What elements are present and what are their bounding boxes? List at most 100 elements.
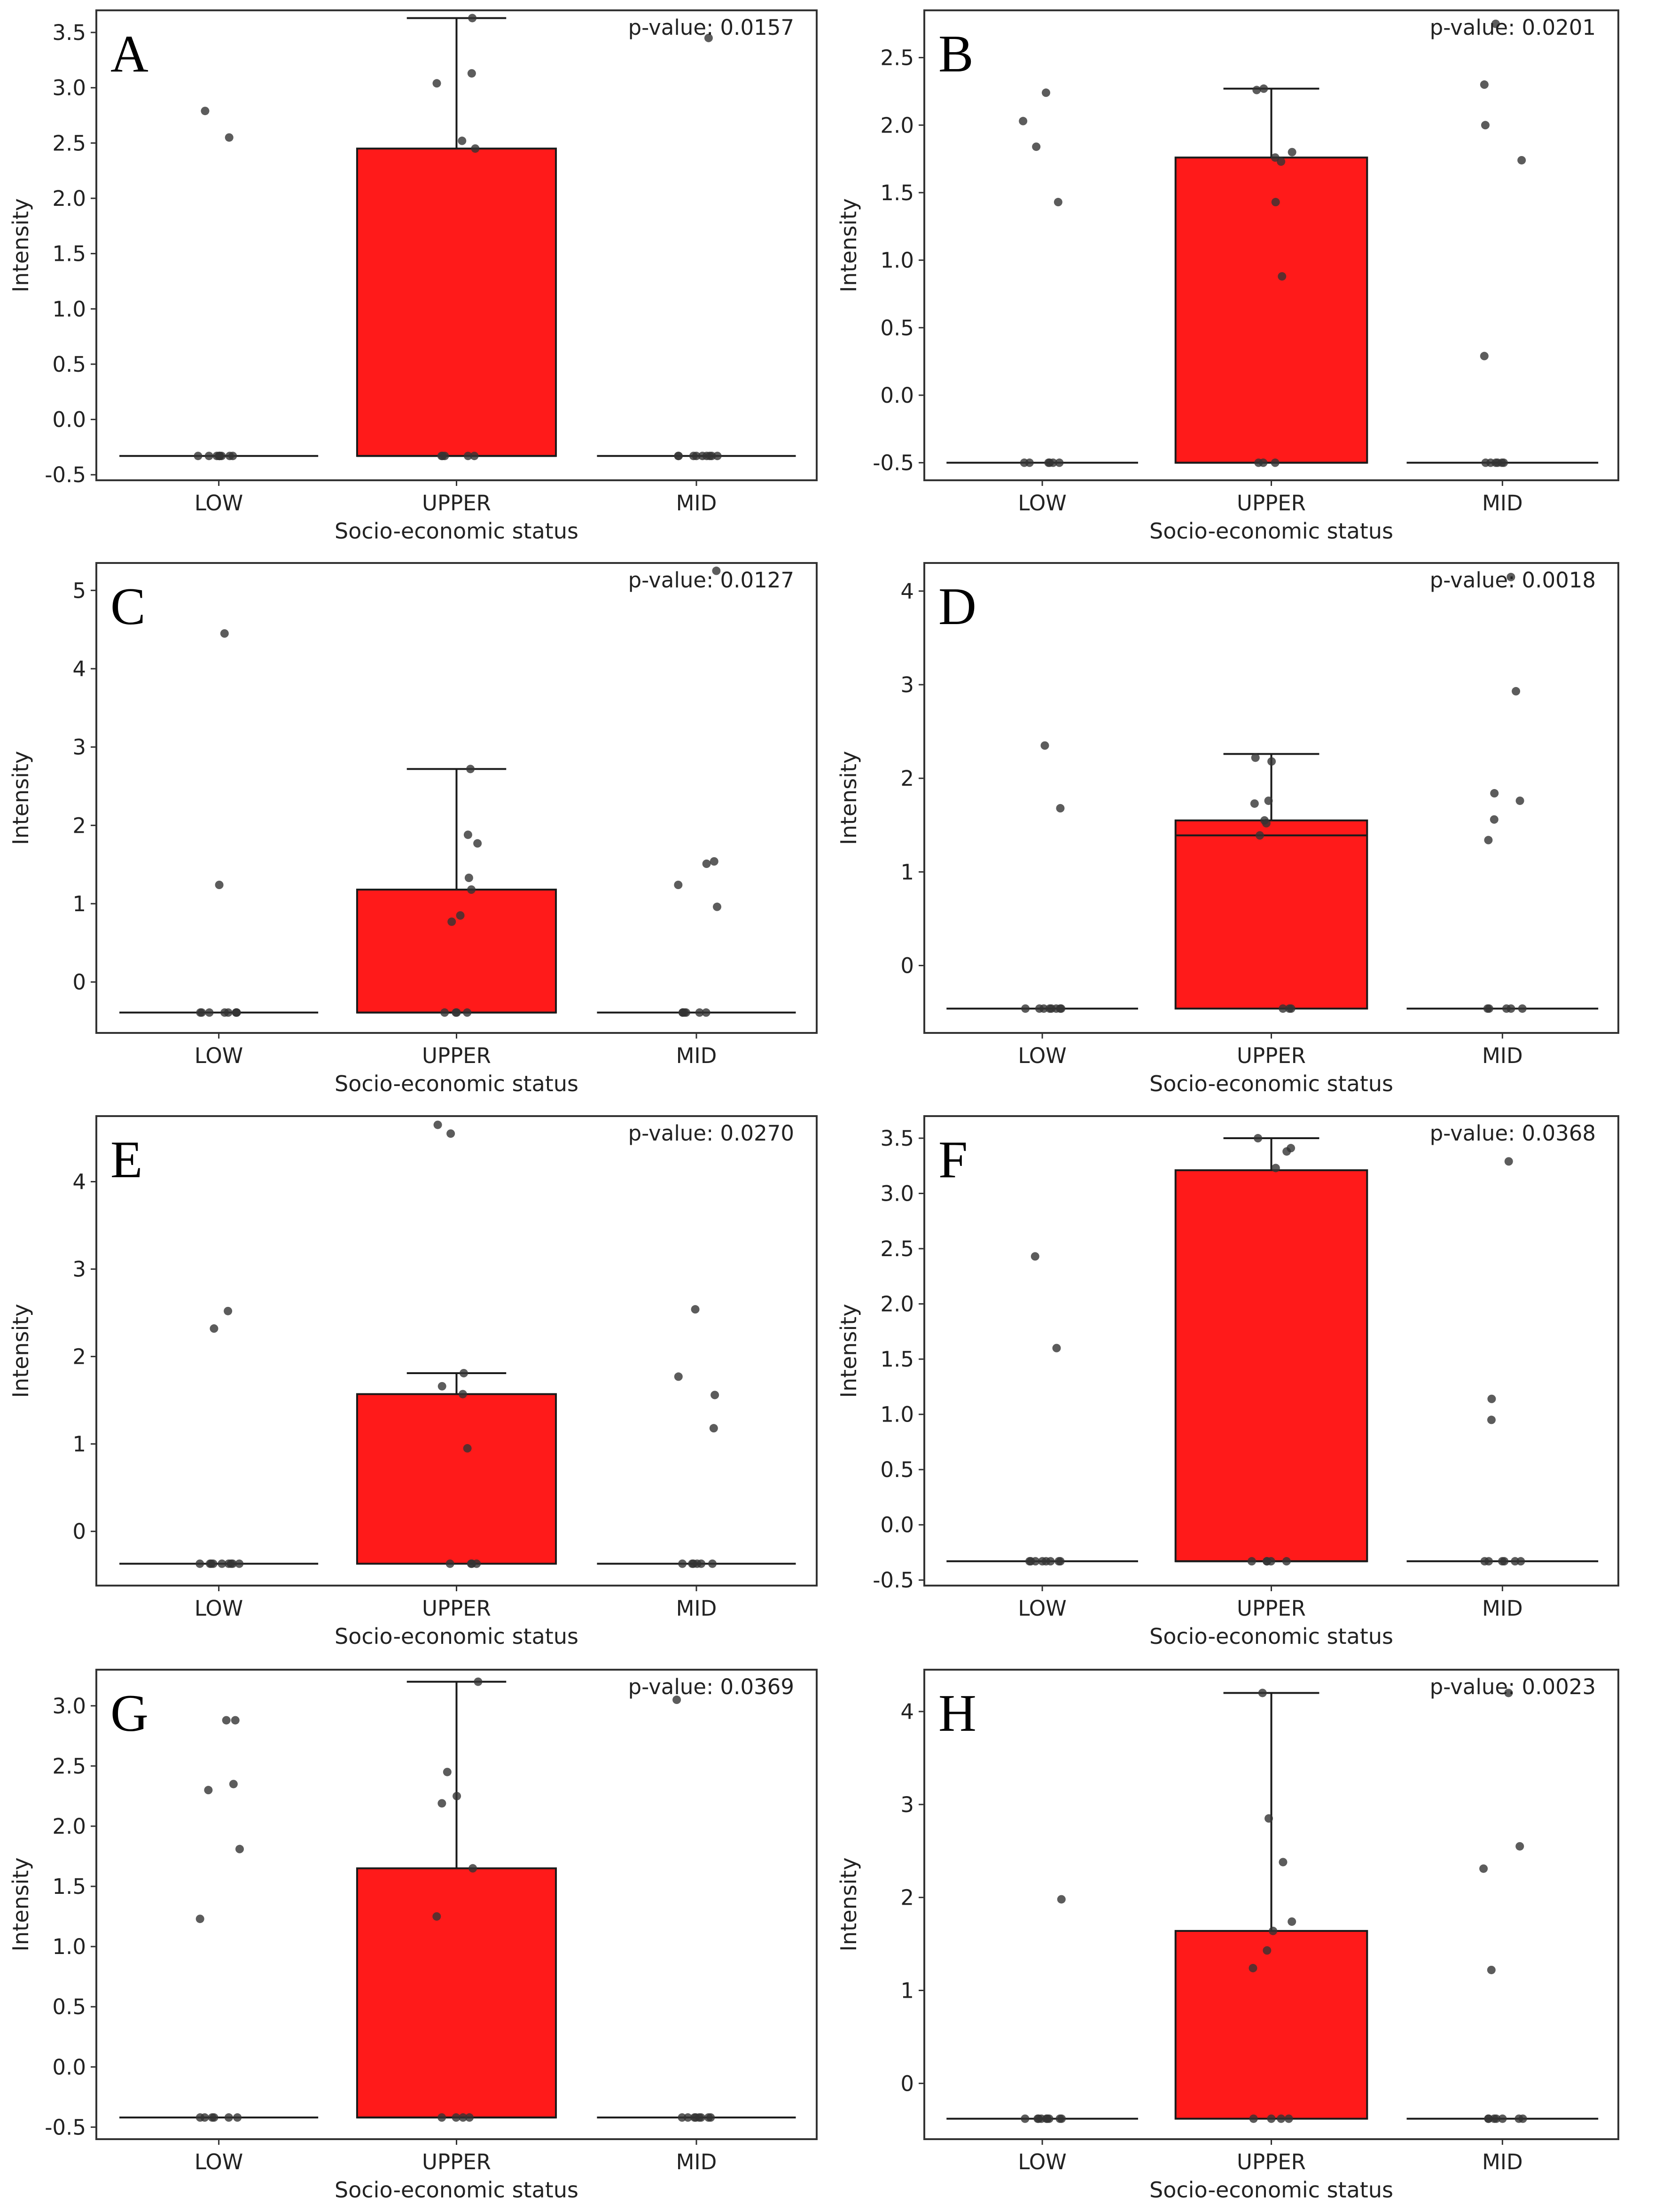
panel-a: -0.5 0.0 0.5 1.0 1.5 2.0 2.5 3.0 3.5 LOW UPPER MID S… bbox=[8, 9, 818, 544]
y-tick-label: 2 bbox=[72, 813, 86, 838]
data-point-low bbox=[1055, 458, 1064, 467]
data-point-mid bbox=[1480, 80, 1489, 89]
data-point-mid bbox=[1518, 2114, 1527, 2123]
x-axis-title: Socio-economic status bbox=[1149, 2177, 1393, 2203]
data-point-mid bbox=[1484, 1557, 1493, 1566]
data-point-mid bbox=[708, 1559, 717, 1568]
p-value-annotation: p-value: 0.0157 bbox=[628, 15, 794, 40]
y-tick-label: 3.5 bbox=[880, 1126, 914, 1151]
data-point-upper bbox=[437, 1799, 446, 1808]
data-point-mid bbox=[678, 2113, 687, 2122]
data-point-upper bbox=[464, 874, 473, 882]
panel-e: 0 1 2 3 4 LOW UPPER MID Socio-economic status Int… bbox=[8, 1115, 818, 1649]
data-point-mid bbox=[681, 1008, 690, 1017]
data-point-mid bbox=[1490, 815, 1499, 824]
data-point-upper bbox=[1277, 157, 1286, 166]
data-point-mid bbox=[1490, 789, 1499, 798]
y-tick-label: 0 bbox=[72, 1519, 86, 1544]
data-point-upper bbox=[1262, 819, 1271, 828]
data-point-upper bbox=[1271, 198, 1280, 207]
x-tick-label-low: LOW bbox=[195, 1043, 243, 1068]
y-tick-label: 2.5 bbox=[52, 1754, 86, 1779]
x-tick-label-mid: MID bbox=[1482, 1043, 1523, 1068]
box-upper bbox=[1174, 1692, 1368, 2120]
data-point-upper bbox=[1256, 831, 1265, 840]
y-tick-label: 3.0 bbox=[52, 1694, 86, 1719]
x-tick-label-upper: UPPER bbox=[422, 1043, 491, 1068]
data-point-low bbox=[1035, 1004, 1044, 1013]
data-point-low bbox=[1040, 741, 1049, 750]
y-tick-label: 2.0 bbox=[52, 186, 86, 211]
data-point-upper bbox=[467, 69, 476, 78]
panel-letter: B bbox=[938, 25, 974, 83]
y-axis-title: Intensity bbox=[836, 198, 861, 292]
y-tick-label: 0 bbox=[900, 954, 914, 978]
panel-g: -0.5 0.0 0.5 1.0 1.5 2.0 2.5 3.0 LOW UPPER MID Soci… bbox=[8, 1669, 818, 2203]
y-axis-title: Intensity bbox=[8, 751, 33, 845]
data-point-mid bbox=[1517, 156, 1526, 164]
p-value-annotation: p-value: 0.0369 bbox=[628, 1674, 794, 1699]
data-point-upper bbox=[453, 1791, 461, 1800]
data-point-mid bbox=[674, 452, 683, 461]
data-point-low bbox=[1026, 1557, 1035, 1566]
x-tick-label-mid: MID bbox=[1482, 491, 1523, 516]
box-upper bbox=[356, 768, 557, 1014]
data-point-low bbox=[1055, 2114, 1064, 2123]
data-point-upper bbox=[446, 1129, 455, 1138]
y-tick-label: 2 bbox=[72, 1344, 86, 1369]
data-point-mid bbox=[702, 452, 711, 461]
x-tick-label-low: LOW bbox=[195, 491, 243, 516]
data-point-mid bbox=[702, 1008, 710, 1017]
data-point-mid bbox=[704, 33, 713, 42]
y-tick-label: 2.0 bbox=[880, 113, 914, 138]
data-point-mid bbox=[674, 881, 683, 889]
y-tick-label: 3 bbox=[72, 1257, 86, 1282]
data-point-upper bbox=[463, 452, 472, 461]
y-tick-label: 1.0 bbox=[52, 1934, 86, 1959]
data-point-upper bbox=[1269, 1926, 1278, 1935]
data-point-mid bbox=[1518, 1004, 1527, 1013]
x-axis-title: Socio-economic status bbox=[335, 1071, 578, 1096]
panel-letter: C bbox=[110, 578, 146, 636]
data-point-low bbox=[1052, 1344, 1061, 1352]
data-point-mid bbox=[710, 857, 718, 866]
data-point-low bbox=[1045, 1004, 1054, 1013]
data-point-low bbox=[204, 452, 213, 461]
data-point-low bbox=[224, 2113, 233, 2122]
y-axis-title: Intensity bbox=[836, 751, 861, 845]
data-point-upper bbox=[1271, 1164, 1280, 1172]
data-point-mid bbox=[696, 2113, 705, 2122]
data-point-upper bbox=[1282, 1147, 1291, 1156]
data-point-upper bbox=[468, 14, 477, 23]
data-point-mid bbox=[1507, 572, 1515, 581]
data-point-low bbox=[1021, 2114, 1030, 2123]
data-point-upper bbox=[1264, 796, 1273, 805]
data-point-upper bbox=[1279, 1004, 1288, 1013]
data-point-mid bbox=[678, 1559, 687, 1568]
data-point-mid bbox=[674, 1372, 683, 1381]
data-point-upper bbox=[1279, 1858, 1288, 1867]
panel-f: -0.5 0.0 0.5 1.0 1.5 2.0 2.5 3.0 3.5 LOW UPPER MID S… bbox=[836, 1115, 1619, 1649]
y-tick-label: 1.0 bbox=[52, 297, 86, 321]
data-point-upper bbox=[1254, 458, 1263, 467]
box-upper bbox=[1174, 753, 1368, 1010]
y-tick-label: 1 bbox=[72, 1432, 86, 1457]
data-point-mid bbox=[1502, 1004, 1511, 1013]
data-point-upper bbox=[438, 452, 447, 461]
data-point-upper bbox=[1271, 458, 1280, 467]
data-point-upper bbox=[1249, 1964, 1257, 1973]
data-point-mid bbox=[712, 566, 721, 575]
data-point-low bbox=[1056, 1004, 1065, 1013]
data-point-low bbox=[210, 1324, 219, 1333]
data-point-upper bbox=[1259, 84, 1268, 93]
x-tick-label-low: LOW bbox=[195, 1596, 243, 1621]
data-point-upper bbox=[465, 2113, 474, 2122]
y-tick-label: 2.0 bbox=[52, 1814, 86, 1839]
x-tick-label-upper: UPPER bbox=[1237, 1596, 1306, 1621]
data-point-mid bbox=[713, 452, 722, 461]
y-tick-label: 1 bbox=[900, 1978, 914, 2003]
data-point-low bbox=[218, 1559, 226, 1568]
x-tick-label-upper: UPPER bbox=[1237, 2149, 1306, 2174]
data-point-low bbox=[1038, 1557, 1047, 1566]
data-point-upper bbox=[463, 1444, 472, 1453]
